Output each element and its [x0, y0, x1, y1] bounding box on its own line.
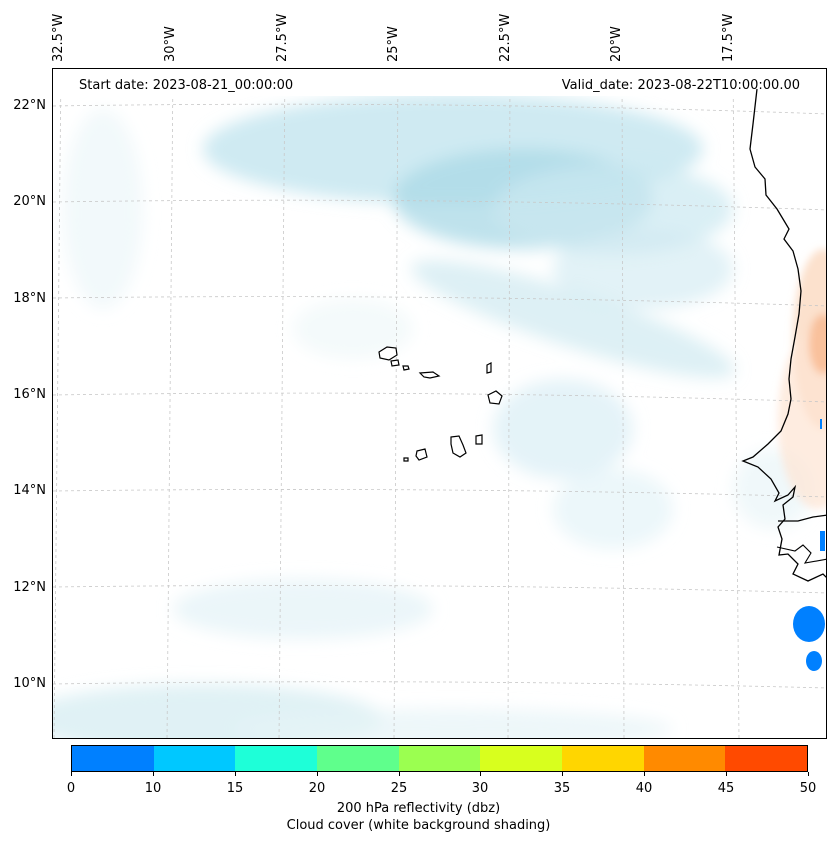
cape-verde-islands — [378, 346, 503, 462]
colorbar-tick-label: 20 — [308, 781, 326, 796]
colorbar-tick-label: 10 — [144, 781, 162, 796]
colorbar-tick-label: 45 — [717, 781, 735, 796]
longitude-label: 20°W — [609, 26, 624, 62]
island-sal — [486, 362, 492, 374]
island-brava — [403, 457, 409, 462]
coast-detail — [776, 544, 826, 564]
island-maio — [475, 434, 483, 445]
colorbar-tick — [317, 772, 318, 776]
colorbar-segment — [398, 746, 481, 771]
latitude-label: 20°N — [13, 194, 46, 209]
colorbar-tick — [153, 772, 154, 776]
colorbar-tick — [71, 772, 72, 776]
latitude-label: 10°N — [13, 676, 46, 691]
colorbar-segment — [72, 746, 154, 771]
latitude-label: 16°N — [13, 387, 46, 402]
colorbar-sublabel: Cloud cover (white background shading) — [286, 818, 551, 833]
island-santiago — [450, 435, 467, 458]
latitude-label: 22°N — [13, 98, 46, 113]
colorbar-tick — [726, 772, 727, 776]
colorbar-segment — [235, 746, 318, 771]
reflectivity-colorbar — [71, 745, 808, 772]
colorbar-tick — [562, 772, 563, 776]
colorbar-tick — [235, 772, 236, 776]
island-fogo — [415, 448, 428, 461]
colorbar-tick — [480, 772, 481, 776]
valid-date-label: Valid_date: 2023-08-22T10:00:00.00 — [561, 78, 800, 93]
colorbar-tick — [399, 772, 400, 776]
cloud-cover-shading — [53, 94, 813, 738]
colorbar-tick-label: 25 — [390, 781, 408, 796]
colorbar-segment — [725, 746, 808, 771]
gambia-estuary — [778, 514, 826, 522]
island-boa-vista — [487, 390, 503, 405]
graticule — [53, 69, 826, 738]
island-santa-luzia — [402, 365, 410, 371]
island-sao-vicente — [390, 359, 400, 367]
colorbar-tick-label: 50 — [799, 781, 817, 796]
map-panel — [52, 68, 827, 739]
africa-coastline — [741, 88, 826, 582]
colorbar-segment — [153, 746, 236, 771]
latitude-label: 18°N — [13, 291, 46, 306]
longitude-label: 27.5°W — [275, 13, 290, 62]
colorbar-segment — [643, 746, 726, 771]
latitude-label: 12°N — [13, 580, 46, 595]
colorbar-tick-label: 15 — [226, 781, 244, 796]
header-band — [53, 69, 826, 96]
colorbar-segment — [317, 746, 399, 771]
longitude-label: 30°W — [163, 26, 178, 62]
island-sao-nicolau — [418, 371, 441, 379]
colorbar-tick-label: 30 — [471, 781, 489, 796]
colorbar-tick-label: 0 — [66, 781, 76, 796]
latitude-label: 14°N — [13, 483, 46, 498]
start-date-label: Start date: 2023-08-21_00:00:00 — [79, 78, 294, 93]
colorbar-label: 200 hPa reflectivity (dbz) — [336, 801, 501, 816]
colorbar-segment — [480, 746, 563, 771]
longitude-label: 17.5°W — [721, 13, 736, 62]
colorbar-tick-label: 35 — [553, 781, 571, 796]
colorbar-segment — [562, 746, 644, 771]
colorbar-tick-label: 40 — [635, 781, 653, 796]
colorbar-tick — [808, 772, 809, 776]
longitude-label: 25°W — [386, 26, 401, 62]
longitude-label: 22.5°W — [498, 13, 513, 62]
reflectivity-cells — [793, 419, 825, 671]
colorbar-tick — [644, 772, 645, 776]
longitude-label: 32.5°W — [51, 13, 66, 62]
island-santo-antao — [378, 346, 398, 361]
map-canvas — [53, 69, 826, 738]
